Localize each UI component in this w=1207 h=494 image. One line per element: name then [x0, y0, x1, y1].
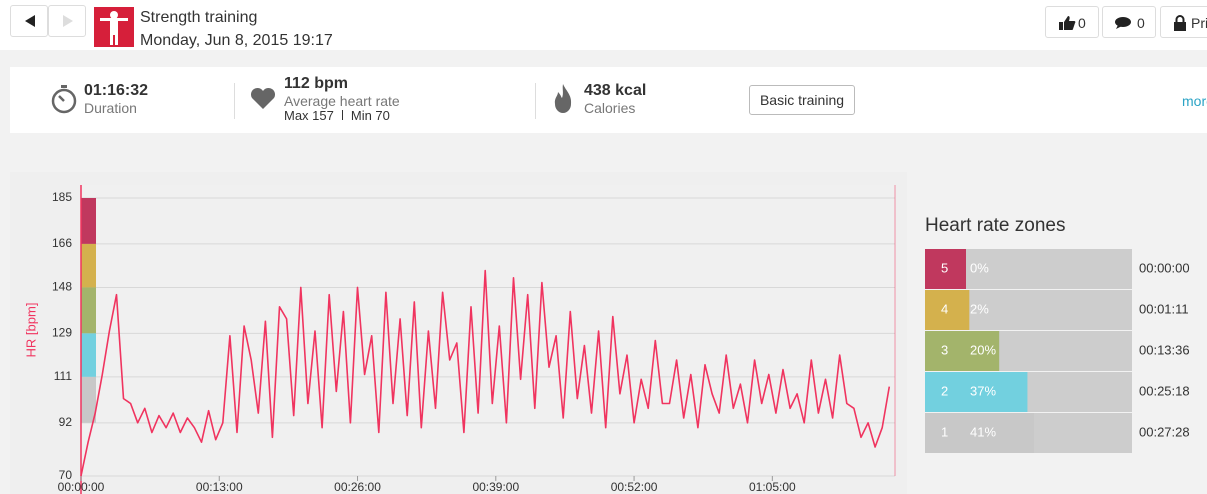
zone-time: 00:01:11 — [1139, 301, 1189, 316]
zones-title: Heart rate zones — [925, 215, 1065, 236]
privacy-button[interactable]: Private — [1160, 6, 1207, 38]
forward-button[interactable] — [48, 5, 86, 37]
y-tick-label: 166 — [52, 236, 72, 250]
zone-percent: 20% — [970, 342, 996, 357]
zone-number-box — [925, 331, 966, 371]
zone-number: 3 — [941, 342, 948, 357]
divider — [535, 83, 536, 119]
divider — [234, 83, 235, 119]
y-axis-label: HR [bpm] — [23, 303, 38, 358]
duration-value: 01:16:32 — [84, 82, 149, 99]
more-link[interactable]: more — [1182, 93, 1207, 109]
like-button[interactable]: 0 — [1045, 6, 1099, 38]
zone-bar — [966, 290, 970, 330]
stopwatch-icon — [51, 85, 77, 114]
calories-value: 438 kcal — [584, 82, 647, 99]
hr-line — [80, 269, 891, 477]
x-tick-label: 00:52:00 — [611, 480, 658, 494]
zone-bar — [966, 372, 1028, 412]
zone-number: 4 — [941, 301, 948, 316]
x-tick-label: 00:00:00 — [58, 480, 105, 494]
zone-percent: 0% — [970, 260, 989, 275]
duration-label: Duration — [84, 100, 137, 116]
zone-time: 00:13:36 — [1139, 342, 1190, 357]
privacy-label: Private — [1191, 15, 1207, 31]
x-tick-label: 00:13:00 — [196, 480, 243, 494]
max-hr: Max 157 — [284, 108, 334, 123]
zone-number: 1 — [941, 424, 948, 439]
like-count: 0 — [1078, 15, 1086, 31]
activity-date: Monday, Jun 8, 2015 19:17 — [140, 32, 333, 49]
heart-icon — [250, 87, 276, 109]
zone-number: 5 — [941, 260, 948, 275]
back-button[interactable] — [10, 5, 48, 37]
x-tick-label: 01:05:00 — [749, 480, 796, 494]
zone-number: 2 — [941, 383, 948, 398]
comment-button[interactable]: 0 — [1102, 6, 1156, 38]
top-bar — [0, 0, 1207, 50]
zone-time: 00:27:28 — [1139, 424, 1190, 439]
x-tick-label: 00:39:00 — [472, 480, 519, 494]
hr-range: Max 157 Min 70 — [284, 108, 390, 123]
zone-band — [81, 333, 96, 377]
zone-percent: 41% — [970, 424, 996, 439]
activity-icon — [94, 7, 134, 47]
zone-band — [81, 287, 96, 334]
y-tick-label: 111 — [54, 369, 73, 383]
zone-percent: 2% — [970, 301, 989, 316]
y-tick-label: 129 — [52, 326, 72, 340]
zone-band — [81, 243, 96, 288]
comment-count: 0 — [1137, 15, 1145, 31]
zone-band — [81, 376, 96, 423]
zone-track — [966, 249, 1132, 289]
y-tick-label: 92 — [59, 415, 73, 429]
zone-bar — [966, 413, 1035, 453]
calories-label: Calories — [584, 100, 636, 116]
summary-panel: 01:16:32 Duration 112 bpm Average heart … — [10, 67, 1207, 133]
y-tick-label: 185 — [52, 190, 72, 204]
y-tick-label: 148 — [52, 280, 72, 294]
x-tick-label: 00:26:00 — [334, 480, 381, 494]
zone-time: 00:00:00 — [1139, 260, 1190, 275]
zone-number-box — [925, 413, 966, 453]
zone-track — [966, 290, 1132, 330]
zone-number-box — [925, 372, 966, 412]
min-hr: Min 70 — [350, 108, 390, 123]
y-tick-label: 70 — [59, 468, 73, 482]
zone-number-box — [925, 249, 966, 289]
zone-number-box — [925, 290, 966, 330]
zone-percent: 37% — [970, 383, 996, 398]
activity-title: Strength training — [140, 9, 258, 26]
flame-icon — [554, 84, 572, 113]
avg-hr-label: Average heart rate — [284, 93, 400, 109]
training-type-button[interactable]: Basic training — [749, 85, 855, 115]
separator — [341, 110, 343, 120]
zone-bar — [966, 331, 1000, 371]
avg-hr-value: 112 bpm — [284, 75, 349, 92]
zone-band — [81, 198, 96, 244]
zone-time: 00:25:18 — [1139, 383, 1190, 398]
